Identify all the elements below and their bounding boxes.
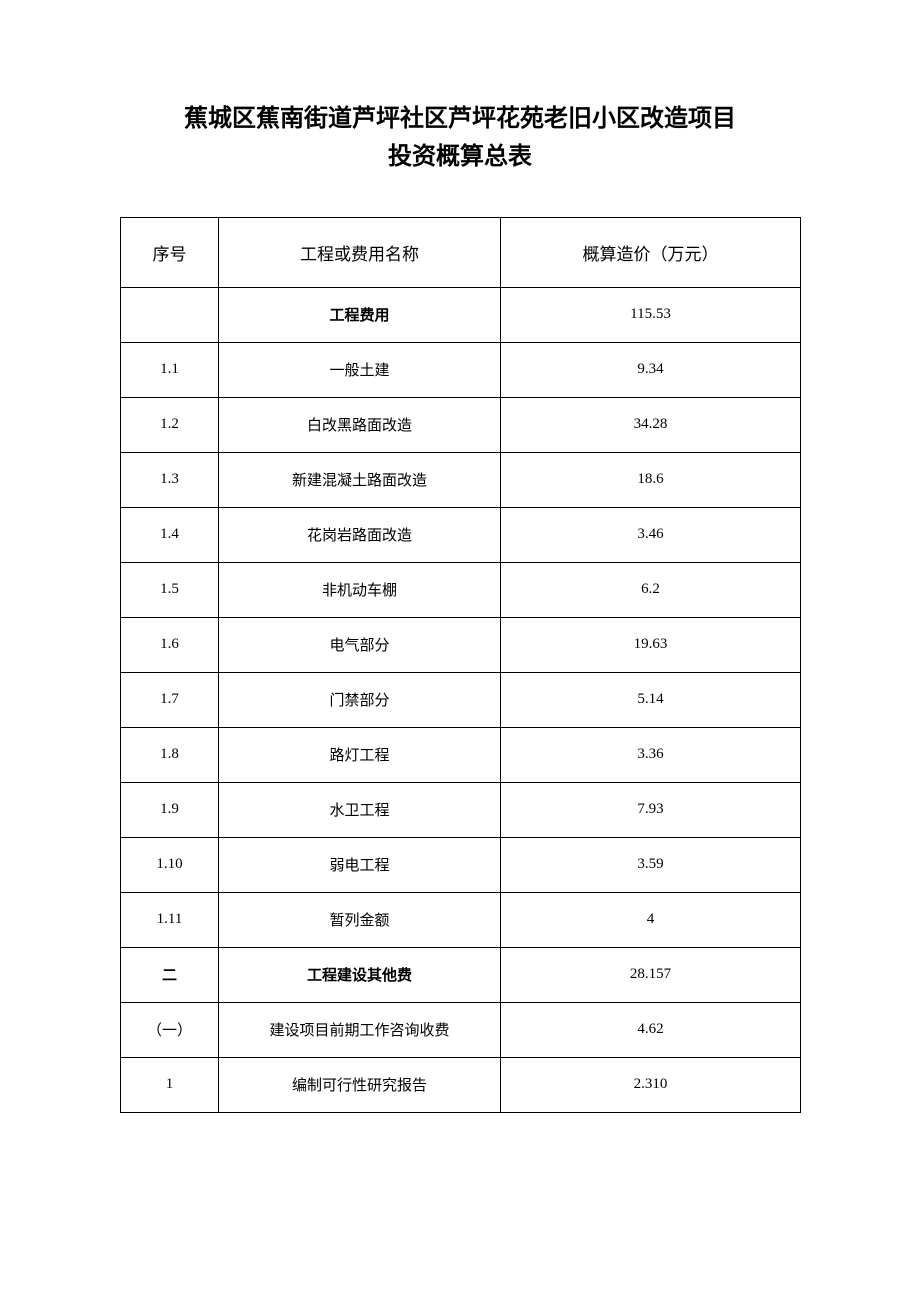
table-row: 1.6 电气部分 19.63 (121, 617, 801, 672)
cell-name: 路灯工程 (219, 727, 501, 782)
cell-value: 6.2 (501, 562, 801, 617)
cell-value: 28.157 (501, 947, 801, 1002)
title-block: 蕉城区蕉南街道芦坪社区芦坪花苑老旧小区改造项目 投资概算总表 (120, 100, 800, 177)
cell-value: 4.62 (501, 1002, 801, 1057)
cell-name: 一般土建 (219, 342, 501, 397)
cell-name: 弱电工程 (219, 837, 501, 892)
cell-name: 水卫工程 (219, 782, 501, 837)
table-row: 1.3 新建混凝土路面改造 18.6 (121, 452, 801, 507)
cell-value: 5.14 (501, 672, 801, 727)
cell-seq: （一） (121, 1002, 219, 1057)
title-line-2: 投资概算总表 (120, 138, 800, 176)
table-row: 1.1 一般土建 9.34 (121, 342, 801, 397)
table-row: 1.9 水卫工程 7.93 (121, 782, 801, 837)
cell-seq: 1.10 (121, 837, 219, 892)
col-header-name: 工程或费用名称 (219, 217, 501, 287)
table-row: 1.4 花岗岩路面改造 3.46 (121, 507, 801, 562)
cell-value: 7.93 (501, 782, 801, 837)
cell-seq: 1.11 (121, 892, 219, 947)
cell-value: 2.310 (501, 1057, 801, 1112)
table-row: 1.11 暂列金额 4 (121, 892, 801, 947)
cell-name: 编制可行性研究报告 (219, 1057, 501, 1112)
cell-value: 4 (501, 892, 801, 947)
cell-value: 19.63 (501, 617, 801, 672)
title-line-1: 蕉城区蕉南街道芦坪社区芦坪花苑老旧小区改造项目 (120, 100, 800, 138)
cell-name: 门禁部分 (219, 672, 501, 727)
cell-value: 3.59 (501, 837, 801, 892)
table-row: 1.2 白改黑路面改造 34.28 (121, 397, 801, 452)
cell-name: 建设项目前期工作咨询收费 (219, 1002, 501, 1057)
cell-name: 新建混凝土路面改造 (219, 452, 501, 507)
cell-seq (121, 287, 219, 342)
table-row: （一） 建设项目前期工作咨询收费 4.62 (121, 1002, 801, 1057)
table-row: 1.5 非机动车棚 6.2 (121, 562, 801, 617)
table-body: 工程费用 115.53 1.1 一般土建 9.34 1.2 白改黑路面改造 34… (121, 287, 801, 1112)
table-row: 二 工程建设其他费 28.157 (121, 947, 801, 1002)
table-row: 1.7 门禁部分 5.14 (121, 672, 801, 727)
cell-seq: 1.8 (121, 727, 219, 782)
cell-value: 18.6 (501, 452, 801, 507)
table-row: 工程费用 115.53 (121, 287, 801, 342)
cell-seq: 1 (121, 1057, 219, 1112)
cell-name: 非机动车棚 (219, 562, 501, 617)
cell-name: 电气部分 (219, 617, 501, 672)
table-row: 1.10 弱电工程 3.59 (121, 837, 801, 892)
table-row: 1.8 路灯工程 3.36 (121, 727, 801, 782)
cell-value: 3.36 (501, 727, 801, 782)
budget-table: 序号 工程或费用名称 概算造价（万元） 工程费用 115.53 1.1 一般土建… (120, 217, 801, 1113)
page-container: 蕉城区蕉南街道芦坪社区芦坪花苑老旧小区改造项目 投资概算总表 序号 工程或费用名… (0, 0, 920, 1173)
cell-value: 115.53 (501, 287, 801, 342)
cell-seq: 1.1 (121, 342, 219, 397)
cell-seq: 二 (121, 947, 219, 1002)
cell-name: 白改黑路面改造 (219, 397, 501, 452)
cell-value: 34.28 (501, 397, 801, 452)
cell-value: 3.46 (501, 507, 801, 562)
cell-seq: 1.4 (121, 507, 219, 562)
cell-value: 9.34 (501, 342, 801, 397)
cell-seq: 1.5 (121, 562, 219, 617)
table-header-row: 序号 工程或费用名称 概算造价（万元） (121, 217, 801, 287)
cell-seq: 1.6 (121, 617, 219, 672)
cell-name: 暂列金额 (219, 892, 501, 947)
cell-seq: 1.9 (121, 782, 219, 837)
cell-seq: 1.7 (121, 672, 219, 727)
cell-name: 工程费用 (219, 287, 501, 342)
cell-seq: 1.2 (121, 397, 219, 452)
cell-seq: 1.3 (121, 452, 219, 507)
col-header-value: 概算造价（万元） (501, 217, 801, 287)
col-header-seq: 序号 (121, 217, 219, 287)
table-row: 1 编制可行性研究报告 2.310 (121, 1057, 801, 1112)
cell-name: 工程建设其他费 (219, 947, 501, 1002)
cell-name: 花岗岩路面改造 (219, 507, 501, 562)
